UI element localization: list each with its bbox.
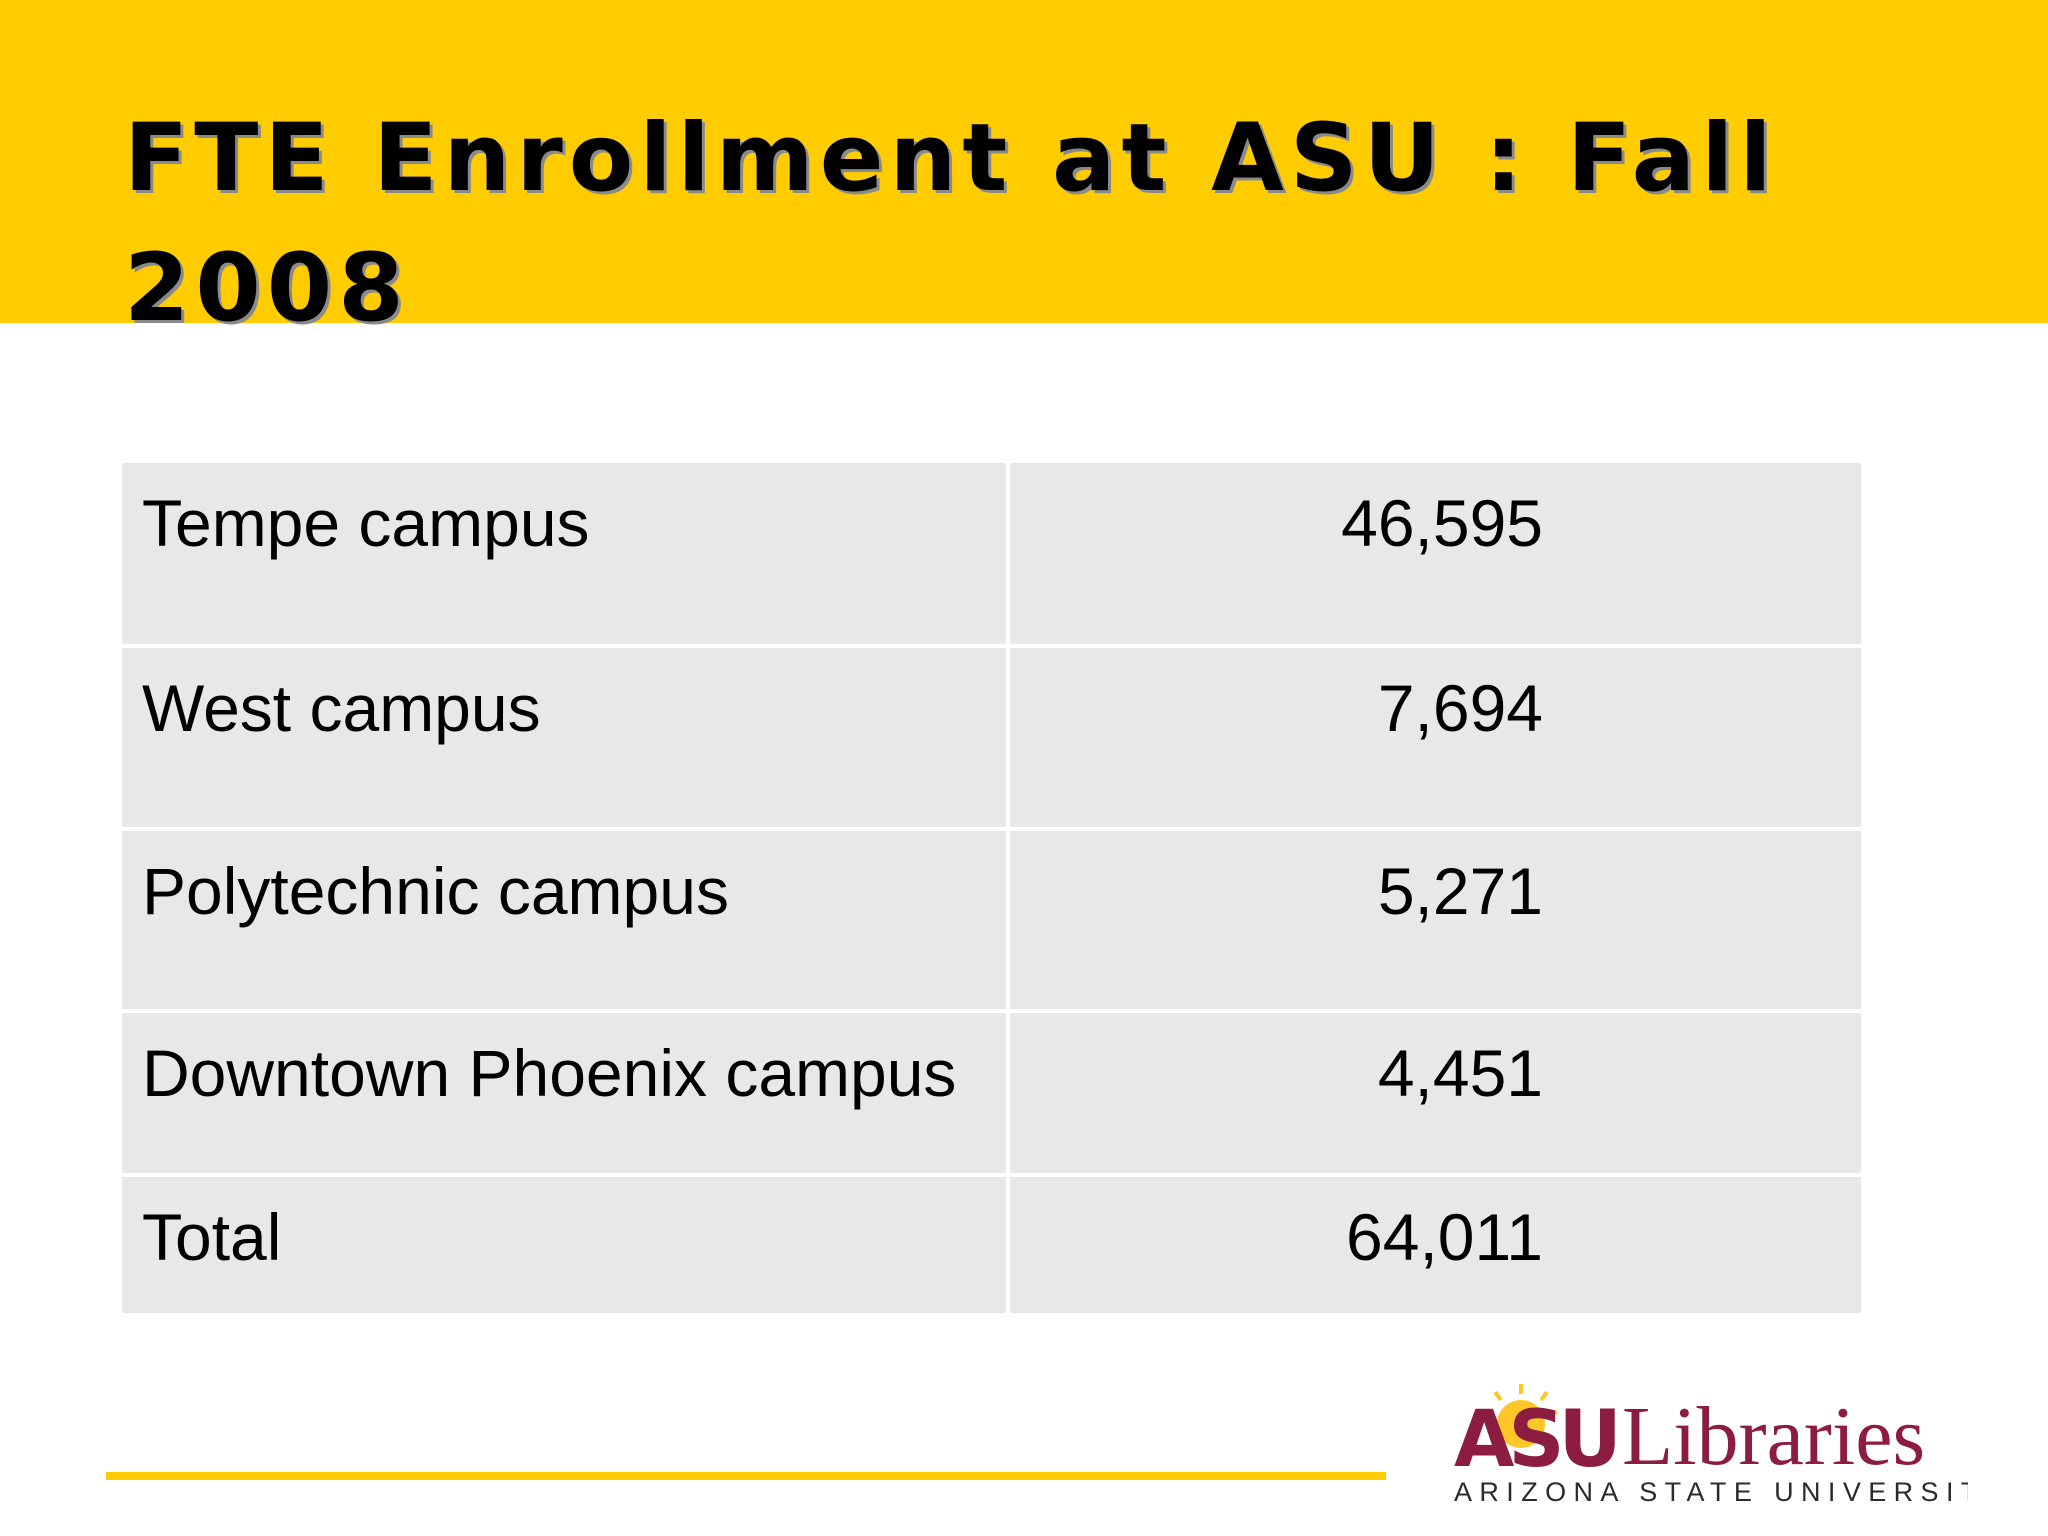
- table-row-total: Total 64,011: [118, 1173, 1865, 1317]
- sunburst-icon: [1484, 1384, 1558, 1448]
- university-tagline: ARIZONA STATE UNIVERSITY: [1454, 1477, 1968, 1507]
- enrollment-value: 7,694: [1006, 644, 1865, 831]
- slide-title: FTE Enrollment at ASU : Fall 2008: [124, 104, 1778, 343]
- enrollment-value: 4,451: [1006, 1009, 1865, 1177]
- libraries-wordmark: Libraries: [1622, 1390, 1925, 1483]
- total-value: 64,011: [1006, 1173, 1865, 1317]
- table-row: Downtown Phoenix campus 4,451: [118, 1009, 1865, 1177]
- campus-label: Downtown Phoenix campus: [118, 1009, 1010, 1177]
- enrollment-table: Tempe campus 46,595 West campus 7,694 Po…: [118, 459, 1865, 1317]
- asu-wordmark: ASU: [1454, 1395, 1616, 1485]
- total-label: Total: [118, 1173, 1010, 1317]
- table-row: West campus 7,694: [118, 644, 1865, 831]
- enrollment-value: 5,271: [1006, 827, 1865, 1013]
- footer-rule: [106, 1472, 1386, 1480]
- title-band: [0, 0, 2048, 323]
- campus-label: Polytechnic campus: [118, 827, 1010, 1013]
- enrollment-value: 46,595: [1006, 459, 1865, 648]
- asu-libraries-logo-graphic: ASU Libraries ARIZONA STATE UNIVERSITY: [1454, 1384, 1968, 1507]
- asu-libraries-logo: ASU Libraries ARIZONA STATE UNIVERSITY: [1448, 1380, 1968, 1510]
- campus-label: West campus: [118, 644, 1010, 831]
- table-row: Tempe campus 46,595: [118, 459, 1865, 648]
- campus-label: Tempe campus: [118, 459, 1010, 648]
- table-row: Polytechnic campus 5,271: [118, 827, 1865, 1013]
